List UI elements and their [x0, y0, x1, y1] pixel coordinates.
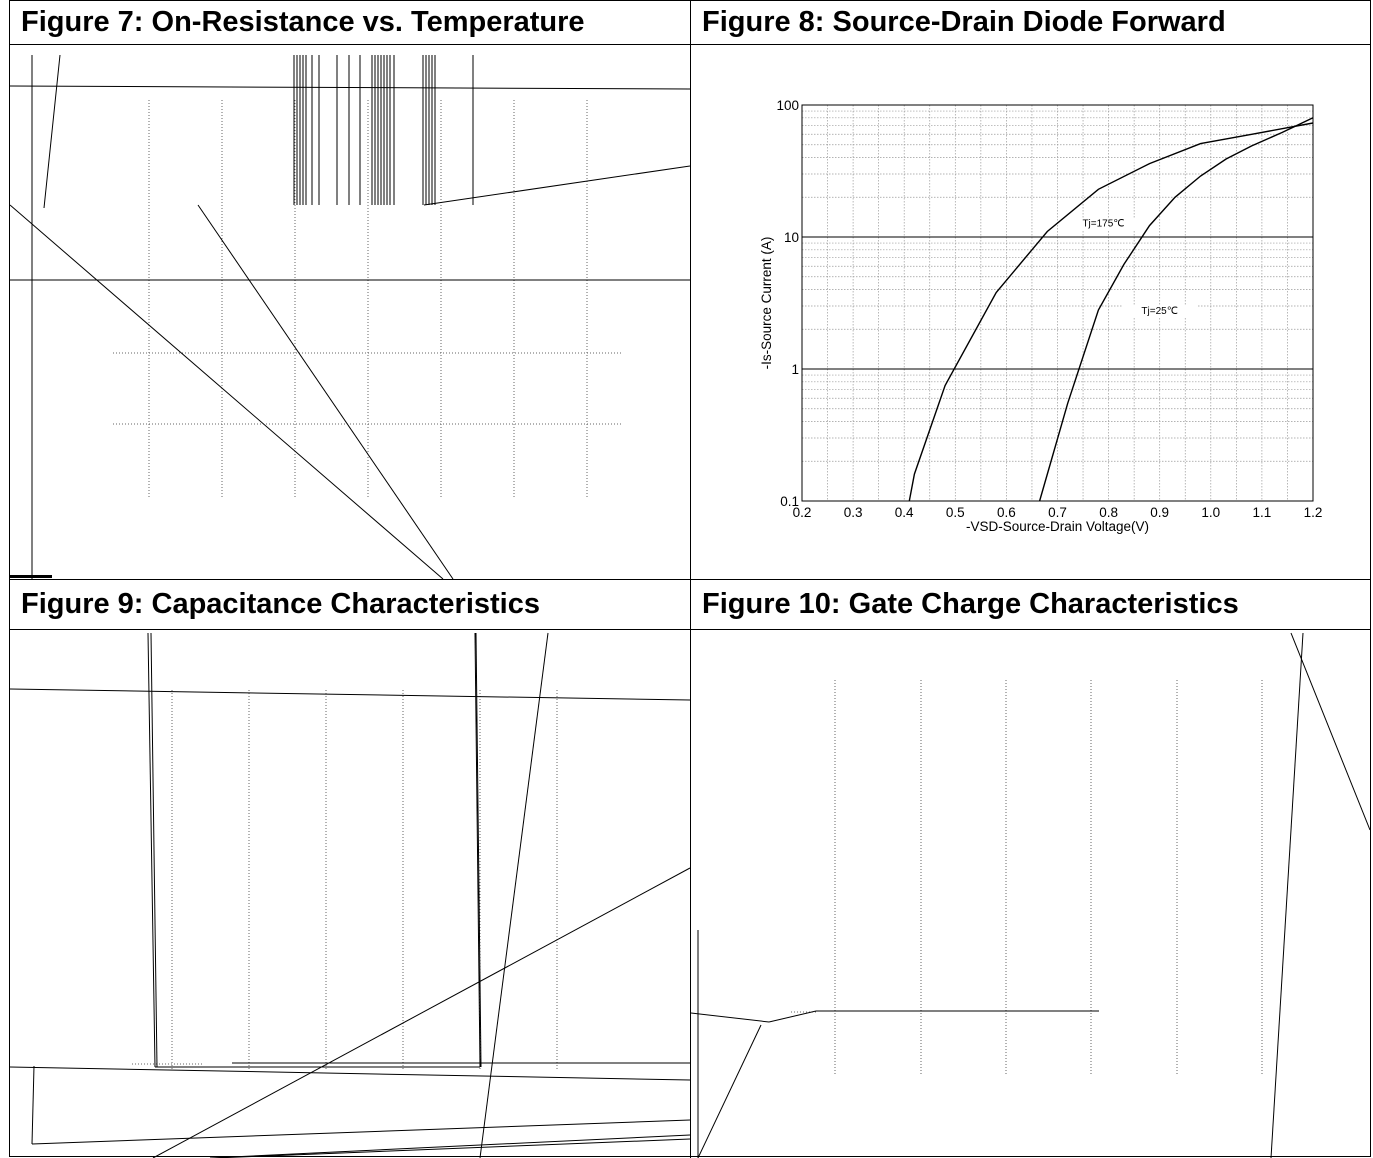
figure-grid: Figure 7: On-Resistance vs. Temperature … — [9, 0, 1371, 1157]
y-tick-label: 100 — [776, 98, 799, 113]
x-tick-label: 0.7 — [1048, 505, 1067, 520]
figure-9-title: Figure 9: Capacitance Characteristics — [10, 580, 690, 629]
y-axis-label: -Is-Source Current (A) — [759, 237, 774, 370]
chart-grid — [802, 105, 1313, 501]
y-tick-label: 10 — [784, 230, 799, 245]
figure-8-plot: 0.2 0.3 0.4 0.5 0.6 0.7 0.8 0.9 1.0 1.1 1.2 0.1 1 10… — [691, 45, 1370, 579]
figure-9-artifact-lines — [10, 630, 690, 1158]
y-tick-labels: 0.1 1 10 100 — [776, 98, 799, 509]
figure-7-title: Figure 7: On-Resistance vs. Temperature — [10, 1, 690, 44]
diode-forward-chart: 0.2 0.3 0.4 0.5 0.6 0.7 0.8 0.9 1.0 1.1 1.2 0.1110… — [691, 45, 1370, 579]
x-tick-label: 0.4 — [895, 505, 914, 520]
x-tick-label: 0.6 — [997, 505, 1016, 520]
x-tick-label: 0.8 — [1099, 505, 1118, 520]
x-tick-label: 0.5 — [946, 505, 965, 520]
figure-7-plot — [10, 45, 690, 579]
series-label: Tj=25℃ — [1141, 306, 1178, 317]
y-tick-label: 1 — [791, 362, 799, 377]
figure-10-artifact-lines — [691, 630, 1370, 1158]
figure-7-artifact-lines — [10, 45, 690, 579]
figure-10-plot — [691, 630, 1370, 1158]
figure-9-plot — [10, 630, 690, 1158]
figure-10-title: Figure 10: Gate Charge Characteristics — [691, 580, 1370, 629]
x-tick-label: 1.2 — [1304, 505, 1323, 520]
x-tick-label: 1.1 — [1253, 505, 1272, 520]
series-line — [909, 123, 1313, 501]
series-label: Tj=175℃ — [1082, 219, 1124, 230]
x-tick-labels: 0.2 0.3 0.4 0.5 0.6 0.7 0.8 0.9 1.0 1.1 1.2 — [793, 505, 1323, 520]
y-tick-label: 0.1 — [780, 494, 799, 509]
series-group — [909, 118, 1313, 501]
series-labels: Tj=175℃ Tj=25℃ — [1065, 218, 1197, 318]
x-tick-label: 0.3 — [844, 505, 863, 520]
figure-8-title: Figure 8: Source-Drain Diode Forward — [691, 1, 1370, 44]
x-axis-label: -VSD-Source-Drain Voltage(V) — [966, 519, 1149, 534]
x-tick-label: 0.9 — [1150, 505, 1169, 520]
x-tick-label: 1.0 — [1201, 505, 1220, 520]
